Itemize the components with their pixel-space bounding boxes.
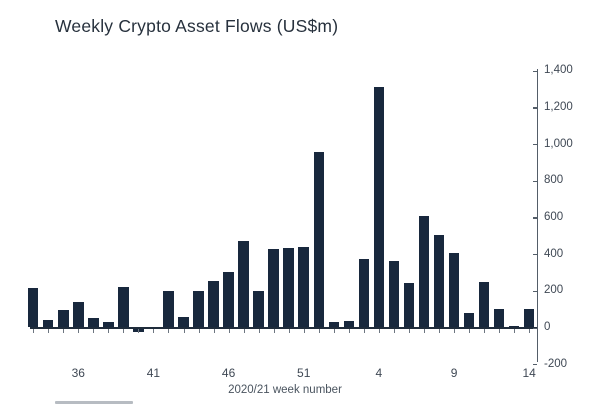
- x-tick: [153, 329, 155, 333]
- x-tick-label: 36: [71, 366, 85, 380]
- x-axis-title: 2020/21 week number: [228, 384, 342, 396]
- bar: [253, 290, 264, 328]
- bar: [478, 281, 490, 328]
- bar: [403, 283, 415, 328]
- bar: [103, 321, 114, 328]
- bar: [493, 309, 505, 328]
- bar: [313, 152, 325, 328]
- bar: [283, 247, 294, 328]
- x-tick: [93, 329, 95, 333]
- bar: [418, 215, 430, 328]
- x-tick: [348, 329, 350, 333]
- bar: [42, 320, 54, 328]
- y-tick: [533, 364, 537, 366]
- bar: [193, 290, 204, 328]
- x-tick: [499, 329, 501, 333]
- y-tick-label: 1,000: [544, 137, 573, 150]
- y-tick-label: -200: [544, 357, 568, 370]
- y-tick-label: 1,200: [544, 100, 573, 113]
- bar: [358, 258, 370, 328]
- x-tick-label: 14: [522, 366, 536, 380]
- x-tick: [514, 329, 516, 333]
- x-tick: [273, 329, 275, 333]
- x-tick: [63, 329, 65, 333]
- x-tick-label: 46: [221, 366, 236, 380]
- x-tick: [138, 329, 140, 333]
- bar: [343, 321, 355, 328]
- x-tick: [243, 329, 245, 333]
- x-tick-label: 41: [146, 366, 161, 380]
- bar: [223, 272, 234, 328]
- x-tick: [378, 329, 380, 333]
- y-tick: [533, 107, 537, 109]
- x-tick: [423, 329, 425, 333]
- x-tick-label: 4: [375, 366, 383, 380]
- bar: [238, 241, 249, 328]
- y-tick-label: 800: [544, 174, 564, 187]
- bar: [73, 301, 84, 328]
- x-tick-label: 9: [450, 366, 458, 380]
- x-tick: [168, 329, 170, 333]
- bar: [373, 87, 385, 328]
- y-tick: [533, 144, 537, 146]
- x-tick: [183, 329, 185, 333]
- x-tick: [454, 329, 456, 333]
- y-tick: [533, 70, 537, 72]
- x-tick: [469, 329, 471, 333]
- bar: [208, 280, 219, 328]
- x-tick: [408, 329, 410, 333]
- x-tick: [198, 329, 200, 333]
- x-tick: [33, 329, 35, 333]
- x-tick: [363, 329, 365, 333]
- y-tick: [533, 290, 537, 292]
- x-tick: [303, 329, 305, 333]
- bar: [118, 287, 129, 328]
- x-tick: [333, 329, 335, 333]
- bar: [58, 310, 69, 328]
- bar: [88, 318, 99, 328]
- y-tick: [533, 180, 537, 182]
- x-tick: [48, 329, 50, 333]
- y-tick-label: 1,400: [544, 64, 573, 77]
- x-tick: [393, 329, 395, 333]
- bar: [448, 253, 460, 328]
- y-tick: [533, 217, 537, 219]
- x-tick: [213, 329, 215, 333]
- x-tick: [529, 329, 531, 333]
- y-tick: [533, 327, 537, 329]
- y-tick-label: 0: [544, 321, 551, 333]
- x-tick: [484, 329, 486, 333]
- x-axis-line: [30, 326, 537, 329]
- x-tick: [258, 329, 260, 333]
- bar: [328, 321, 340, 328]
- x-tick: [123, 329, 125, 333]
- bar: [178, 317, 189, 328]
- bar: [463, 312, 475, 328]
- x-tick: [318, 329, 320, 333]
- y-tick-label: 600: [544, 210, 564, 223]
- bar: [433, 234, 445, 328]
- y-tick: [533, 254, 537, 256]
- y-tick-label: 400: [544, 247, 564, 260]
- bar: [388, 261, 400, 328]
- x-tick: [228, 329, 230, 333]
- x-tick: [108, 329, 110, 333]
- bar: [268, 248, 279, 328]
- x-tick-label: 51: [297, 366, 311, 380]
- bar: [523, 309, 535, 328]
- bar: [27, 288, 39, 328]
- chart-title: Weekly Crypto Asset Flows (US$m): [55, 16, 339, 36]
- x-tick: [78, 329, 80, 333]
- x-tick: [439, 329, 440, 333]
- clipped-footnote-text: [55, 401, 133, 404]
- y-tick-label: 200: [544, 284, 564, 297]
- y-axis-line: [537, 69, 539, 363]
- x-tick: [288, 329, 290, 333]
- bar: [298, 246, 309, 328]
- bar: [163, 290, 174, 328]
